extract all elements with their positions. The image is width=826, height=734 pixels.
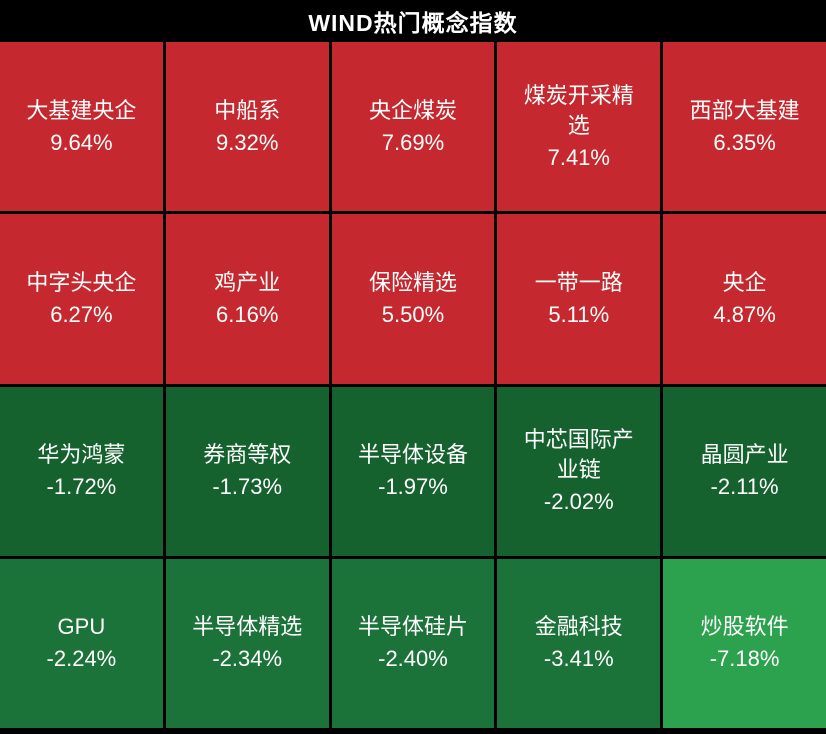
tile-name: 西部大基建 xyxy=(689,97,800,123)
heatmap-tile[interactable]: 华为鸿蒙 -1.72% xyxy=(0,386,163,556)
heatmap-tile[interactable]: 中芯国际产业链 -2.02% xyxy=(497,386,661,556)
tile-change: 9.64% xyxy=(50,129,113,155)
bottom-bar xyxy=(0,728,826,734)
tile-change: 5.11% xyxy=(548,301,610,327)
tile-name: 央企 xyxy=(722,269,767,295)
tile-change: -1.72% xyxy=(46,474,117,500)
heatmap-tile[interactable]: 大基建央企 9.64% xyxy=(0,42,163,212)
heatmap-tile[interactable]: 央企 4.87% xyxy=(663,214,826,384)
tile-name: 一带一路 xyxy=(534,269,623,295)
tile-name: 大基建央企 xyxy=(26,97,137,123)
heatmap-tile[interactable]: 半导体设备 -1.97% xyxy=(331,386,495,556)
heatmap-tile[interactable]: 中字头央企 6.27% xyxy=(0,214,163,384)
tile-name: GPU xyxy=(57,614,106,640)
page-title-text: WIND热门概念指数 xyxy=(308,10,518,36)
heatmap-tile[interactable]: 晶圆产业 -2.11% xyxy=(663,386,826,556)
tile-change: -2.11% xyxy=(710,474,779,500)
tile-name: 金融科技 xyxy=(534,614,623,640)
tile-change: 9.32% xyxy=(216,129,279,155)
tile-name: 华为鸿蒙 xyxy=(37,442,126,468)
heatmap-grid: 大基建央企 9.64% 中船系 9.32% 央企煤炭 7.69% 煤炭开采精选 7.41% 西部… xyxy=(0,42,826,728)
tile-change: 6.27% xyxy=(50,301,113,327)
tile-change: -3.41% xyxy=(543,646,614,672)
heatmap-tile[interactable]: 半导体精选 -2.34% xyxy=(165,558,329,728)
tile-change: 6.16% xyxy=(216,301,279,327)
tile-change: 7.41% xyxy=(547,144,610,170)
heatmap-tile[interactable]: 央企煤炭 7.69% xyxy=(331,42,495,212)
tile-change: 4.87% xyxy=(713,301,776,327)
tile-name: 煤炭开采精选 xyxy=(523,82,634,138)
heatmap-tile[interactable]: GPU -2.24% xyxy=(0,558,163,728)
tile-change: -7.18% xyxy=(709,646,780,672)
tile-change: 6.35% xyxy=(713,129,776,155)
heatmap-tile[interactable]: 鸡产业 6.16% xyxy=(165,214,329,384)
tile-change: -1.97% xyxy=(378,474,448,500)
page-title: WIND热门概念指数 xyxy=(0,0,826,42)
heatmap-tile[interactable]: 金融科技 -3.41% xyxy=(497,558,661,728)
heatmap-tile[interactable]: 炒股软件 -7.18% xyxy=(663,558,826,728)
tile-name: 鸡产业 xyxy=(214,269,281,295)
tile-change: 7.69% xyxy=(381,129,445,155)
tile-change: -2.34% xyxy=(212,646,283,672)
tile-change: -2.24% xyxy=(46,646,117,672)
tile-name: 中字头央企 xyxy=(26,269,137,295)
tile-name: 中船系 xyxy=(214,97,281,123)
heatmap-tile[interactable]: 煤炭开采精选 7.41% xyxy=(497,42,661,212)
tile-name: 券商等权 xyxy=(203,442,292,468)
heatmap-tile[interactable]: 券商等权 -1.73% xyxy=(165,386,329,556)
tile-name: 保险精选 xyxy=(368,269,457,295)
heatmap-tile[interactable]: 西部大基建 6.35% xyxy=(663,42,826,212)
heatmap-tile[interactable]: 一带一路 5.11% xyxy=(497,214,661,384)
tile-change: -2.02% xyxy=(543,489,614,515)
tile-name: 中芯国际产业链 xyxy=(523,427,634,483)
tile-name: 半导体硅片 xyxy=(357,614,468,640)
tile-name: 半导体精选 xyxy=(192,614,303,640)
tile-name: 央企煤炭 xyxy=(368,97,457,123)
tile-name: 半导体设备 xyxy=(357,442,468,468)
tile-change: -2.40% xyxy=(378,646,448,672)
heatmap-tile[interactable]: 半导体硅片 -2.40% xyxy=(331,558,495,728)
heatmap-tile[interactable]: 中船系 9.32% xyxy=(165,42,329,212)
tile-change: 5.50% xyxy=(381,301,445,327)
heatmap-tile[interactable]: 保险精选 5.50% xyxy=(331,214,495,384)
tile-name: 晶圆产业 xyxy=(700,442,789,468)
tile-name: 炒股软件 xyxy=(700,614,789,640)
tile-change: -1.73% xyxy=(212,474,283,500)
